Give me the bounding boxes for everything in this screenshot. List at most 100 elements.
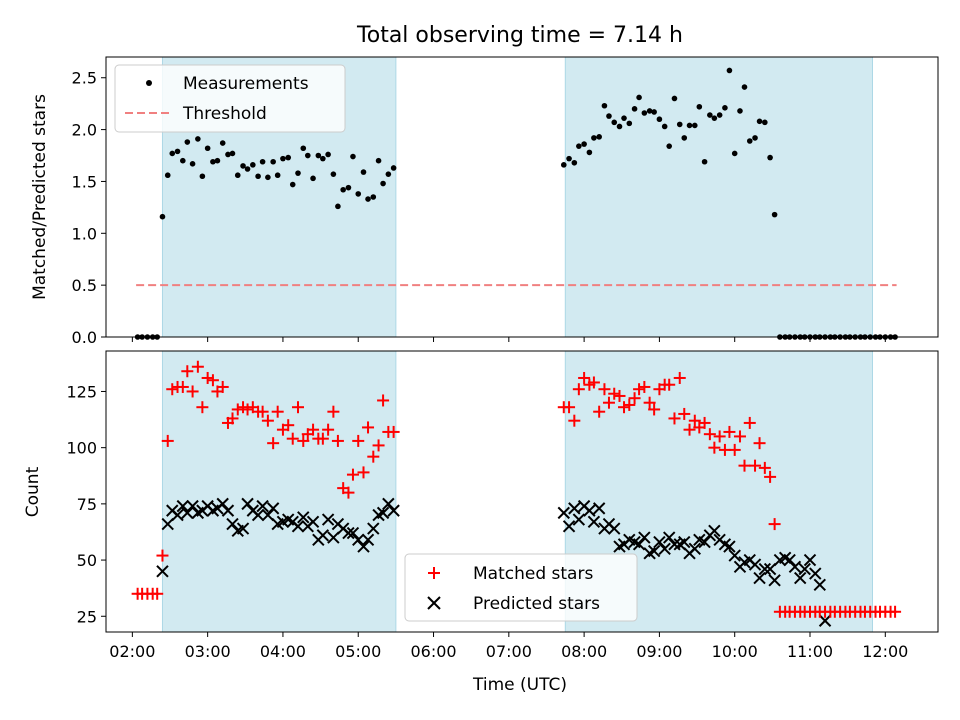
- predicted-star-markers: [156, 497, 832, 627]
- predicted-marker-stroke: [628, 535, 641, 549]
- matched-star-marker: [161, 434, 174, 447]
- measurement-point: [375, 157, 382, 164]
- measurement-point: [199, 173, 206, 180]
- predicted-marker-stroke: [387, 504, 400, 517]
- measurement-point: [722, 105, 728, 111]
- predicted-marker-stroke: [753, 571, 766, 585]
- predicted-star-marker: [753, 571, 766, 585]
- matched-star-marker: [688, 414, 701, 427]
- measurement-point: [289, 181, 296, 188]
- predicted-marker-stroke: [818, 614, 832, 627]
- legend-predicted-label: Predicted stars: [473, 594, 600, 614]
- matched-star-marker: [673, 371, 686, 384]
- chart-title: Total observing time = 7.14 h: [356, 23, 683, 48]
- predicted-star-marker: [297, 511, 310, 524]
- matched-star-marker: [367, 450, 380, 463]
- measurement-point: [656, 116, 663, 123]
- measurement-point: [390, 165, 397, 171]
- measurement-point: [280, 155, 286, 162]
- measurement-point: [601, 102, 608, 109]
- x-tick-label: 12:00: [862, 642, 908, 661]
- predicted-marker-stroke: [638, 531, 651, 544]
- measurement-point: [304, 152, 311, 159]
- predicted-star-marker: [592, 502, 606, 515]
- predicted-marker-stroke: [803, 553, 817, 567]
- predicted-marker-stroke: [647, 544, 661, 558]
- matched-star-marker: [267, 437, 280, 450]
- predicted-marker-stroke: [662, 531, 676, 544]
- predicted-star-marker: [256, 499, 269, 513]
- measurement-point: [586, 149, 593, 156]
- matched-star-marker: [713, 430, 726, 443]
- measurement-point: [671, 95, 678, 102]
- predicted-marker-stroke: [708, 524, 721, 538]
- measurement-point: [701, 158, 708, 165]
- matched-star-marker: [292, 401, 304, 414]
- predicted-star-marker: [668, 538, 681, 551]
- predicted-star-marker: [387, 504, 400, 517]
- predicted-star-marker: [376, 506, 390, 520]
- predicted-star-marker: [181, 506, 194, 520]
- matched-star-marker: [733, 430, 746, 443]
- measurement-point: [315, 152, 322, 159]
- x-tick-label: 03:00: [185, 642, 231, 661]
- predicted-marker-stroke: [382, 497, 395, 511]
- predicted-star-marker: [161, 517, 174, 531]
- predicted-star-marker: [361, 533, 375, 547]
- matched-star-marker: [623, 398, 636, 411]
- measurement-point: [240, 163, 246, 169]
- matched-star-marker: [346, 468, 359, 481]
- top-y-axis-label: Matched/Predicted stars: [30, 94, 50, 300]
- measurement-points: [134, 67, 898, 340]
- measurement-point: [571, 159, 578, 166]
- predicted-star-marker: [638, 531, 651, 544]
- predicted-marker-stroke: [291, 520, 305, 533]
- predicted-marker-stroke: [583, 504, 596, 517]
- matched-star-marker: [703, 428, 716, 441]
- predicted-marker-stroke: [688, 542, 702, 556]
- matched-star-marker: [753, 437, 766, 450]
- legend-threshold-label: Threshold: [182, 104, 267, 124]
- y-tick-label: 0.5: [72, 276, 97, 295]
- measurement-point: [726, 67, 733, 74]
- predicted-star-marker: [572, 513, 586, 526]
- y-tick-label: 1.5: [72, 172, 97, 191]
- matched-star-marker: [563, 401, 576, 414]
- predicted-marker-stroke: [572, 513, 586, 526]
- measurement-point: [676, 121, 683, 128]
- measurement-point: [300, 145, 307, 152]
- predicted-marker-stroke: [718, 538, 732, 551]
- predicted-marker-stroke: [658, 542, 671, 556]
- matched-star-marker: [743, 416, 756, 429]
- predicted-star-marker: [226, 517, 239, 531]
- predicted-star-marker: [562, 520, 576, 533]
- measurement-point: [350, 153, 356, 160]
- measurement-point: [731, 150, 738, 157]
- matched-star-marker: [728, 443, 741, 456]
- predicted-marker-stroke: [342, 526, 355, 540]
- matched-star-marker: [628, 392, 641, 405]
- predicted-marker-stroke: [171, 508, 184, 522]
- measurement-point: [651, 109, 657, 115]
- predicted-marker-stroke: [668, 538, 681, 551]
- predicted-star-marker: [818, 614, 832, 627]
- measurement-point: [646, 108, 653, 114]
- predicted-marker-stroke: [306, 515, 320, 529]
- measurement-point: [229, 150, 236, 157]
- predicted-star-marker: [768, 574, 781, 587]
- matched-star-marker: [723, 425, 736, 438]
- predicted-star-marker: [251, 508, 265, 522]
- measurement-point: [762, 119, 768, 126]
- legend-matched-marker: [428, 567, 440, 579]
- bottom-axes-frame: [105, 350, 939, 633]
- predicted-marker-stroke: [352, 533, 365, 547]
- measurement-point: [631, 106, 638, 112]
- matched-star-marker: [352, 434, 365, 447]
- predicted-star-marker: [342, 526, 355, 540]
- measurement-point: [636, 94, 642, 101]
- x-tick-label: 06:00: [410, 642, 456, 661]
- matched-star-marker: [749, 459, 762, 472]
- predicted-marker-stroke: [361, 533, 375, 547]
- predicted-star-marker: [367, 522, 380, 535]
- matched-star-marker: [572, 383, 585, 396]
